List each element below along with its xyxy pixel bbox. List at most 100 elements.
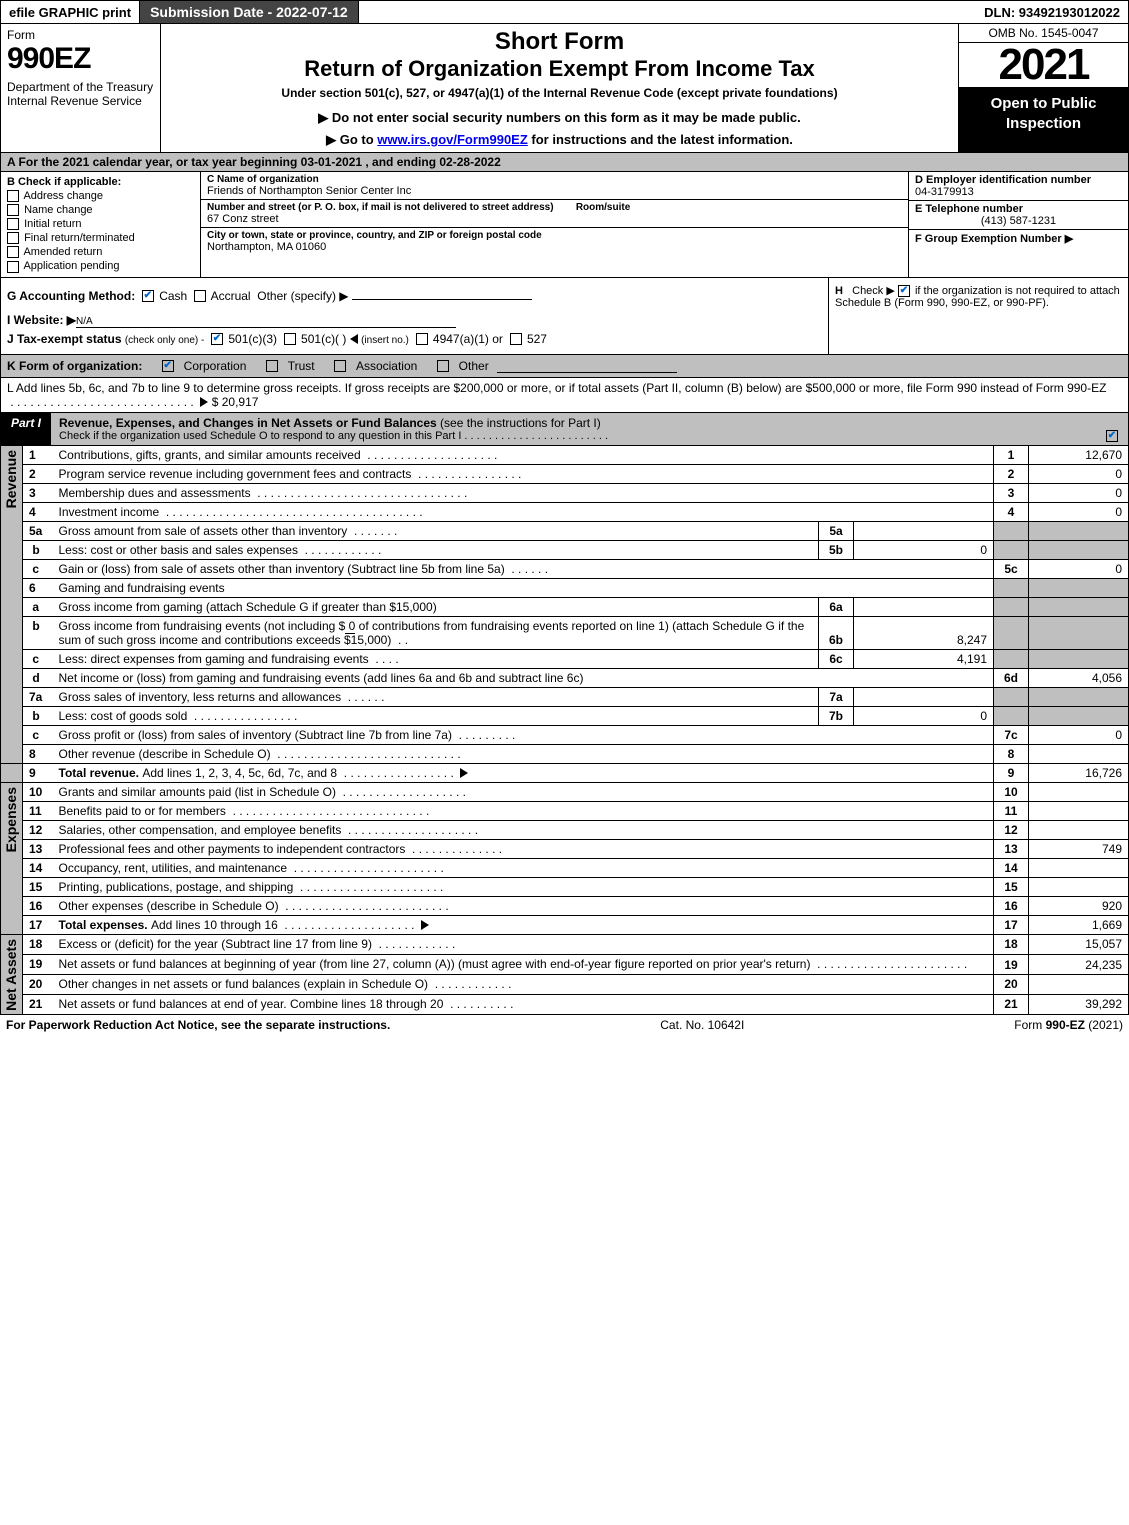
note-goto: ▶ Go to www.irs.gov/Form990EZ for instru… [169,132,950,148]
line-6d-desc: Net income or (loss) from gaming and fun… [59,671,584,685]
line-5c-desc: Gain or (loss) from sale of assets other… [59,562,505,576]
section-j: J Tax-exempt status (check only one) - 5… [7,332,822,346]
d-label: D Employer identification number [915,174,1122,186]
form-number: 990EZ [7,42,154,76]
line-10-desc: Grants and similar amounts paid (list in… [59,785,336,799]
open-inspection: Open to Public Inspection [959,88,1128,152]
line-4-desc: Investment income [59,505,160,519]
check-accrual[interactable] [194,290,206,302]
line-2-val: 0 [1029,464,1129,483]
line-6a-mid [854,597,994,616]
line-12-val [1029,820,1129,839]
section-l: L Add lines 5b, 6c, and 7b to line 9 to … [0,378,1129,413]
expenses-label: Expenses [1,783,21,856]
top-banner: efile GRAPHIC print Submission Date - 20… [0,0,1129,24]
footer-left: For Paperwork Reduction Act Notice, see … [6,1018,390,1032]
submission-date: Submission Date - 2022-07-12 [139,1,359,23]
line-7a-mid [854,687,994,706]
section-k: K Form of organization: Corporation Trus… [0,355,1129,378]
line-13-desc: Professional fees and other payments to … [59,842,406,856]
line-5a-mid [854,521,994,540]
info-grid: B Check if applicable: Address change Na… [0,172,1129,278]
line-5a-desc: Gross amount from sale of assets other t… [59,524,348,538]
line-6-desc: Gaming and fundraising events [59,581,225,595]
line-6b-mid: 8,247 [854,616,994,649]
line-11-desc: Benefits paid to or for members [59,804,226,818]
check-501c[interactable] [284,333,296,345]
footer: For Paperwork Reduction Act Notice, see … [0,1015,1129,1035]
line-10-val [1029,782,1129,801]
check-other-org[interactable] [437,360,449,372]
check-application-pending[interactable]: Application pending [7,260,194,272]
header-center: Short Form Return of Organization Exempt… [161,24,958,152]
section-def: D Employer identification number 04-3179… [908,172,1128,277]
line-6c-desc: Less: direct expenses from gaming and fu… [59,652,369,666]
c-city-label: City or town, state or province, country… [207,230,898,241]
check-name-change[interactable]: Name change [7,204,194,216]
check-address-change[interactable]: Address change [7,190,194,202]
b-letter: B [7,176,15,188]
line-12-desc: Salaries, other compensation, and employ… [59,823,342,837]
irs-link[interactable]: www.irs.gov/Form990EZ [377,132,528,147]
check-association[interactable] [334,360,346,372]
line-20-val [1029,974,1129,994]
tax-year: 2021 [959,43,1128,88]
dln: DLN: 93492193012022 [976,2,1128,23]
line-15-val [1029,877,1129,896]
line-2-desc: Program service revenue including govern… [59,467,412,481]
line-14-desc: Occupancy, rent, utilities, and maintena… [59,861,288,875]
line-3-desc: Membership dues and assessments [59,486,251,500]
h-letter: H [835,285,843,297]
revenue-label: Revenue [1,446,21,512]
line-8-val [1029,744,1129,763]
section-h: H Check ▶ if the organization is not req… [828,278,1128,354]
check-amended-return[interactable]: Amended return [7,246,194,258]
line-19-val: 24,235 [1029,954,1129,974]
check-schedule-o[interactable] [1106,430,1118,442]
line-6d-val: 4,056 [1029,668,1129,687]
c-name-label: C Name of organization [207,174,898,185]
form-header: Form 990EZ Department of the Treasury In… [0,24,1129,153]
k-label: K Form of organization: [7,359,142,373]
section-a: A For the 2021 calendar year, or tax yea… [0,153,1129,172]
line-9-val: 16,726 [1029,763,1129,782]
check-527[interactable] [510,333,522,345]
f-label: F Group Exemption Number ▶ [915,232,1122,245]
g-label: G Accounting Method: [7,289,135,303]
line-18-desc: Excess or (deficit) for the year (Subtra… [59,937,372,951]
b-check-if: Check if applicable: [18,176,121,188]
header-right: OMB No. 1545-0047 2021 Open to Public In… [958,24,1128,152]
check-501c3[interactable] [211,333,223,345]
i-label: I Website: ▶ [7,313,76,327]
section-g: G Accounting Method: Cash Accrual Other … [1,278,828,354]
header-left: Form 990EZ Department of the Treasury In… [1,24,161,152]
e-label: E Telephone number [915,203,1122,215]
section-c: C Name of organization Friends of Northa… [201,172,908,277]
form-word: Form [7,28,154,42]
dept-label: Department of the Treasury Internal Reve… [7,80,154,109]
part1-title: Revenue, Expenses, and Changes in Net As… [51,413,1128,445]
line-7c-desc: Gross profit or (loss) from sales of inv… [59,728,452,742]
note-goto-pre: ▶ Go to [326,132,377,147]
org-street: 67 Conz street [207,213,902,225]
check-cash[interactable] [142,290,154,302]
c-addr-label: Number and street (or P. O. box, if mail… [207,202,898,213]
line-4-val: 0 [1029,502,1129,521]
line-5c-val: 0 [1029,559,1129,578]
line-21-desc: Net assets or fund balances at end of ye… [59,997,444,1011]
line-6c-mid: 4,191 [854,649,994,668]
line-7c-val: 0 [1029,725,1129,744]
check-trust[interactable] [266,360,278,372]
check-4947[interactable] [416,333,428,345]
check-initial-return[interactable]: Initial return [7,218,194,230]
part1-tag: Part I [1,413,51,445]
line-3-val: 0 [1029,483,1129,502]
line-7b-mid: 0 [854,706,994,725]
check-schedule-b[interactable] [898,285,910,297]
check-final-return[interactable]: Final return/terminated [7,232,194,244]
line-20-desc: Other changes in net assets or fund bala… [59,977,429,991]
check-corporation[interactable] [162,360,174,372]
website-value: N/A [76,316,456,328]
gross-receipts: $ 20,917 [212,395,259,409]
note-ssn: ▶ Do not enter social security numbers o… [169,110,950,126]
